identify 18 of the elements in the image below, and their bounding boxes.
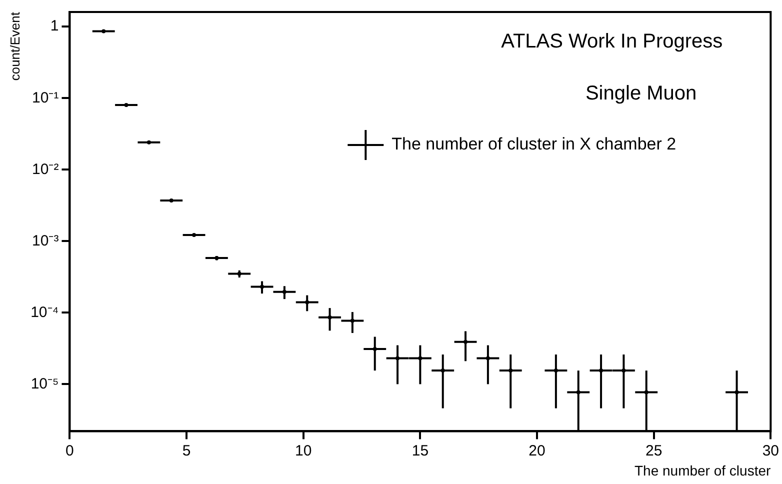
y-axis-title: count/Event — [7, 12, 22, 81]
y-tick-label: 1 — [50, 18, 59, 35]
x-tick-label: 20 — [528, 442, 546, 460]
x-tick-label: 10 — [295, 442, 312, 460]
x-axis-title: The number of cluster — [634, 462, 771, 478]
annotation: ATLAS Work In Progress — [501, 30, 723, 53]
y-tick-label: 10⁻¹ — [32, 89, 59, 106]
x-tick-label: 0 — [66, 442, 74, 460]
annotation: Single Muon — [585, 82, 697, 105]
x-tick-label: 30 — [762, 442, 779, 460]
x-tick-label: 5 — [182, 442, 191, 460]
legend-label: The number of cluster in X chamber 2 — [392, 134, 676, 154]
y-tick-label: 10⁻² — [32, 160, 59, 178]
y-tick-label: 10⁻³ — [32, 232, 59, 250]
y-tick-label: 10⁻⁴ — [30, 304, 59, 321]
y-tick-label: 10⁻⁵ — [30, 375, 59, 392]
x-tick-label: 25 — [645, 442, 662, 460]
x-tick-label: 15 — [412, 442, 429, 460]
